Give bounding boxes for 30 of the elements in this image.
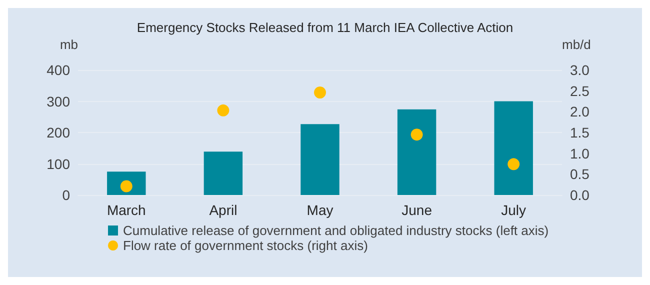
y2-tick-label: 0.5 [570, 166, 590, 182]
x-tick-label: March [106, 202, 146, 218]
y2-tick-label: 1.0 [570, 145, 590, 162]
y-axis-title: mb [60, 37, 78, 52]
x-tick-label: May [306, 202, 334, 218]
y2-tick-label: 2.0 [570, 104, 590, 120]
bar [494, 101, 533, 195]
bar [300, 124, 340, 195]
y-tick-label: 200 [46, 124, 70, 140]
point [217, 104, 230, 116]
y2-tick-label: 1.5 [570, 124, 590, 140]
bar [204, 152, 243, 195]
bar [397, 109, 436, 195]
point [508, 158, 520, 170]
legend-label: Flow rate of government stocks (right axis) [123, 238, 368, 253]
y-tick-label: 400 [46, 62, 70, 78]
x-tick-label: July [501, 202, 526, 218]
point [314, 86, 326, 98]
legend-label: Cumulative release of government and obligated industry stocks (left axis) [123, 223, 549, 238]
y2-tick-label: 3.0 [570, 62, 590, 78]
y2-tick-label: 0.0 [570, 187, 590, 203]
y2-tick-label: 2.5 [570, 82, 590, 99]
y2-axis-title: mb/d [562, 37, 591, 52]
point [410, 128, 423, 141]
y-tick-label: 300 [46, 93, 70, 110]
chart-title: Emergency Stocks Released from 11 March IEA Collective Action [136, 20, 514, 35]
y-tick-label: 0 [62, 187, 70, 203]
x-tick-label: June [402, 202, 432, 218]
x-tick-label: April [209, 202, 238, 218]
y-tick-label: 100 [46, 156, 70, 172]
